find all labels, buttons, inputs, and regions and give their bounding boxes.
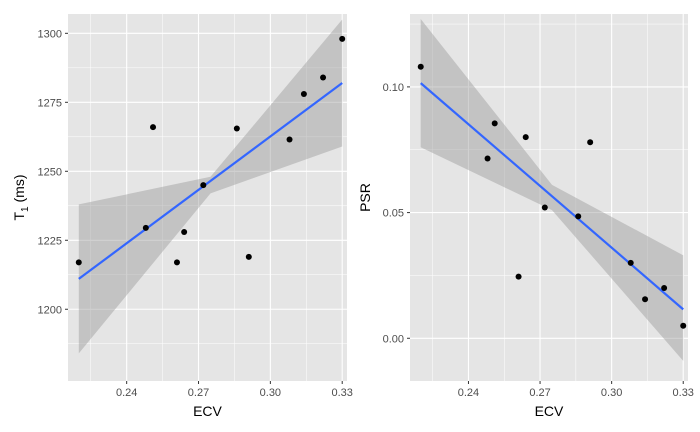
y-tick-label: 1275 [38, 97, 62, 109]
data-point [339, 35, 346, 42]
data-point [142, 224, 149, 231]
data-point [515, 273, 522, 280]
data-point [245, 253, 252, 260]
data-point [484, 155, 491, 162]
y-axis-title: T1 (ms) [11, 174, 31, 220]
data-point [75, 259, 82, 266]
x-axis-title: ECV [193, 403, 222, 419]
y-tick-label: 0.05 [383, 208, 404, 220]
data-point [417, 63, 424, 70]
y-axis-title-main: T [11, 212, 27, 221]
psr-vs-ecv-panel: 0.24 0.27 0.30 0.33 0.00 0.05 0.10 ECV PSR [357, 14, 694, 419]
plot-panel [68, 14, 347, 381]
data-point [541, 204, 548, 211]
data-point [173, 259, 180, 266]
data-point [200, 182, 207, 189]
y-tick-label: 0.00 [383, 333, 404, 345]
data-point [320, 74, 327, 81]
data-point [286, 136, 293, 143]
data-point [181, 228, 188, 235]
y-axis-title: PSR [357, 183, 373, 212]
y-axis-title-subscript: 1 [20, 206, 31, 212]
data-point [233, 125, 240, 132]
y-tick-label: 0.10 [383, 82, 404, 94]
confidence-band [78, 19, 343, 354]
x-tick-label: 0.33 [331, 387, 352, 399]
x-tick-label: 0.30 [601, 387, 622, 399]
data-point [680, 322, 687, 329]
plot-panel [410, 14, 688, 381]
data-point [300, 91, 307, 98]
x-tick-label: 0.33 [673, 387, 694, 399]
y-axis-title-unit: (ms) [11, 174, 27, 206]
data-point [587, 139, 594, 146]
x-tick-label: 0.30 [260, 387, 281, 399]
data-point [661, 284, 668, 291]
x-tick-label: 0.27 [188, 387, 209, 399]
x-tick-label: 0.24 [116, 387, 137, 399]
data-point [491, 120, 498, 127]
t1-vs-ecv-panel: 0.24 0.27 0.30 0.33 1200 1225 1250 1275 1300 ECV T… [11, 14, 353, 419]
y-tick-label: 1250 [38, 166, 62, 178]
data-point [522, 134, 529, 141]
data-point [642, 296, 649, 303]
y-tick-label: 1225 [38, 235, 62, 247]
x-tick-label: 0.24 [458, 387, 479, 399]
regression-line [78, 82, 343, 280]
y-axis-title-main: PSR [357, 183, 373, 212]
data-point [575, 213, 582, 220]
y-tick-label: 1300 [38, 28, 62, 40]
x-tick-label: 0.27 [529, 387, 550, 399]
y-tick-label: 1200 [38, 304, 62, 316]
x-axis-title: ECV [535, 403, 564, 419]
confidence-band [420, 19, 684, 361]
regression-line [420, 82, 684, 311]
data-point [627, 259, 634, 266]
data-point [150, 124, 157, 131]
